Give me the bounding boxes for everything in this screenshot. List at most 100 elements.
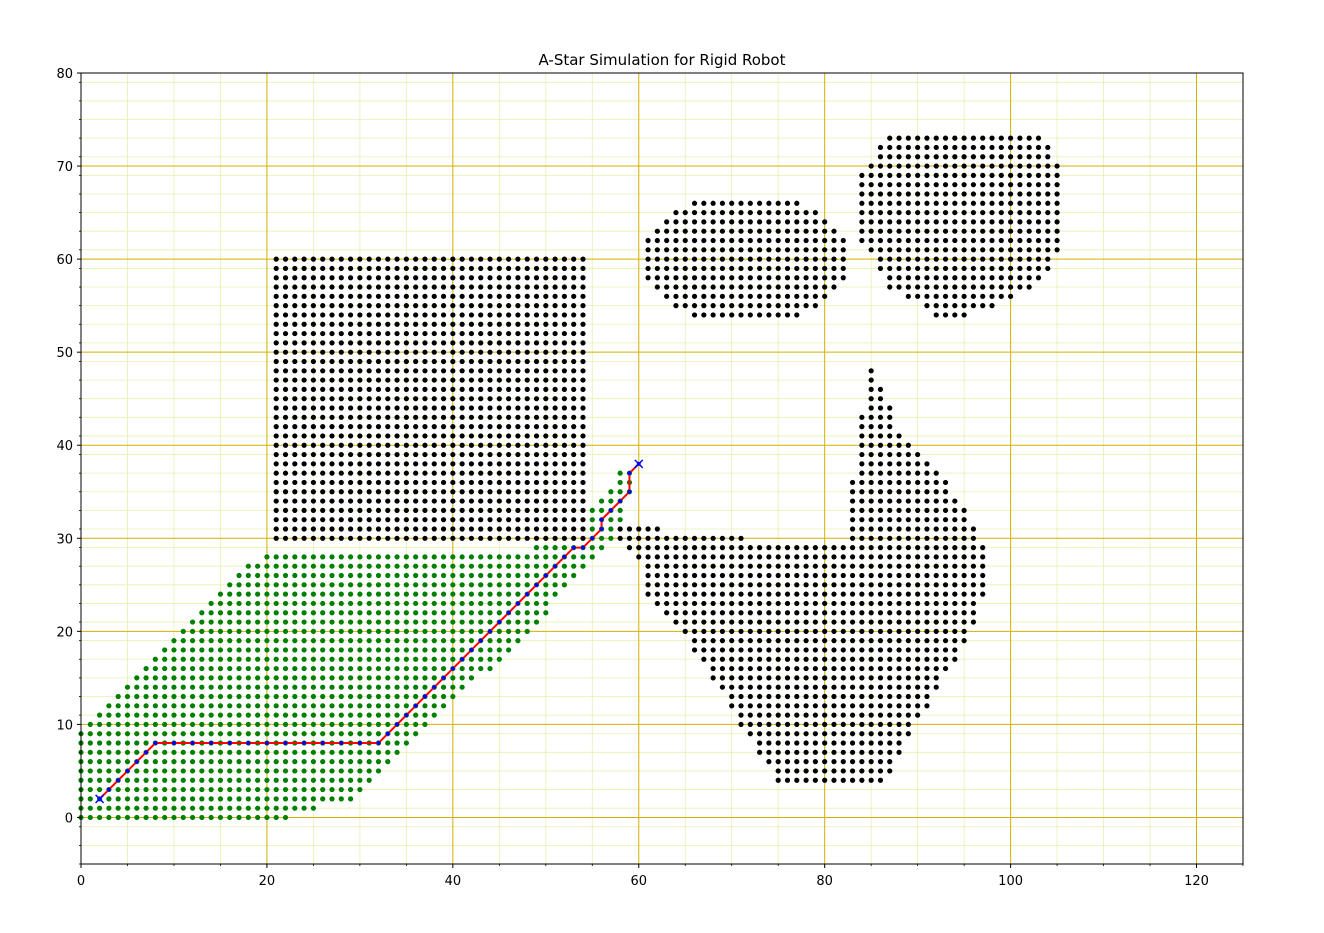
explored-point	[180, 749, 186, 755]
obstacle-point	[849, 665, 856, 672]
obstacle-point	[980, 303, 986, 309]
explored-point	[189, 693, 196, 700]
obstacle-point	[998, 265, 1004, 272]
obstacle-point	[385, 451, 391, 458]
obstacle-point	[292, 526, 298, 532]
obstacle-point	[942, 312, 949, 318]
obstacle-point	[868, 209, 874, 216]
explored-point	[329, 675, 335, 681]
obstacle-point	[905, 526, 911, 532]
obstacle-point	[357, 470, 363, 476]
obstacle-point	[543, 461, 549, 467]
obstacle-point	[282, 461, 289, 467]
explored-point	[171, 647, 177, 653]
obstacle-point	[840, 647, 846, 653]
explored-point	[357, 721, 363, 728]
obstacle-point	[924, 237, 930, 244]
obstacle-point	[301, 256, 307, 262]
explored-point	[320, 777, 326, 783]
obstacle-point	[784, 610, 791, 616]
explored-point	[106, 777, 112, 783]
obstacle-point	[980, 582, 986, 588]
obstacle-point	[877, 256, 884, 262]
obstacle-point	[989, 191, 995, 197]
obstacle-point	[533, 470, 540, 476]
explored-point	[440, 628, 447, 634]
explored-point	[357, 693, 363, 700]
obstacle-point	[385, 256, 391, 262]
obstacle-point	[459, 414, 465, 420]
explored-point	[106, 814, 112, 821]
explored-point	[217, 796, 224, 802]
obstacle-point	[385, 265, 391, 272]
obstacle-point	[840, 693, 846, 700]
obstacle-point	[710, 293, 716, 299]
obstacle-point	[403, 535, 409, 541]
obstacle-point	[905, 535, 911, 541]
explored-point	[199, 749, 205, 755]
obstacle-point	[552, 507, 558, 513]
explored-point	[338, 656, 344, 662]
explored-point	[227, 684, 233, 690]
obstacle-point	[710, 209, 716, 216]
explored-point	[310, 805, 316, 811]
obstacle-point	[868, 572, 874, 579]
obstacle-point	[915, 275, 921, 281]
explored-point	[403, 647, 409, 653]
obstacle-point	[301, 442, 307, 448]
explored-point	[320, 563, 326, 569]
obstacle-point	[1008, 182, 1014, 188]
explored-point	[366, 656, 372, 662]
explored-point	[561, 563, 567, 569]
obstacle-point	[905, 712, 911, 718]
obstacle-point	[729, 600, 735, 607]
obstacle-point	[1045, 172, 1051, 178]
explored-point	[310, 619, 316, 625]
obstacle-point	[375, 303, 382, 309]
obstacle-point	[803, 675, 809, 681]
explored-point	[329, 619, 335, 625]
explored-point	[366, 768, 372, 774]
obstacle-point	[859, 684, 865, 690]
obstacle-point	[822, 582, 828, 588]
explored-point	[310, 665, 316, 672]
obstacle-point	[301, 424, 307, 430]
obstacle-point	[896, 721, 902, 728]
obstacle-point	[664, 535, 670, 541]
obstacle-point	[915, 265, 921, 272]
explored-point	[394, 610, 400, 616]
obstacle-point	[915, 172, 921, 178]
obstacle-point	[849, 721, 856, 728]
explored-point	[143, 731, 149, 737]
obstacle-point	[831, 693, 837, 700]
explored-point	[171, 796, 177, 802]
obstacle-point	[887, 684, 893, 690]
obstacle-point	[849, 600, 856, 607]
obstacle-point	[292, 535, 298, 541]
explored-point	[180, 731, 186, 737]
obstacle-point	[887, 610, 893, 616]
obstacle-point	[905, 479, 911, 486]
obstacle-point	[468, 256, 475, 262]
obstacle-point	[942, 591, 949, 597]
obstacle-point	[691, 545, 698, 551]
obstacle-point	[654, 237, 660, 244]
obstacle-point	[329, 498, 335, 504]
obstacle-point	[468, 489, 475, 495]
explored-point	[431, 572, 437, 579]
obstacle-point	[896, 442, 902, 448]
obstacle-point	[710, 545, 716, 551]
obstacle-point	[375, 340, 382, 346]
obstacle-point	[859, 172, 865, 178]
explored-point	[143, 693, 149, 700]
obstacle-point	[1026, 247, 1032, 253]
obstacle-point	[729, 665, 735, 672]
obstacle-point	[506, 368, 512, 374]
obstacle-point	[822, 237, 828, 244]
explored-point	[236, 768, 242, 774]
explored-point	[338, 600, 344, 607]
obstacle-point	[440, 433, 447, 439]
obstacle-point	[273, 517, 279, 523]
path-point	[116, 778, 121, 783]
obstacle-point	[738, 684, 744, 690]
